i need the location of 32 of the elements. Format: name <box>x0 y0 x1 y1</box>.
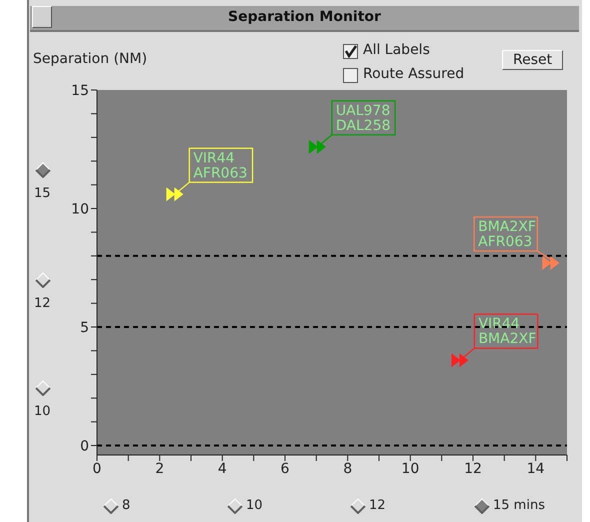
text: 8 <box>122 498 130 513</box>
y-tick-label: 15 <box>71 82 89 99</box>
x-tick-label: 4 <box>218 460 227 477</box>
x-tick-label: 14 <box>526 460 545 477</box>
point <box>166 187 184 202</box>
y-tick-label: 5 <box>80 320 89 336</box>
text: 12 <box>34 296 51 311</box>
text: 15 <box>34 186 51 201</box>
annotation: VIR44 AFR063 <box>193 150 248 182</box>
point <box>451 353 468 368</box>
text: Route Assured <box>363 66 464 82</box>
point <box>542 256 560 270</box>
annotation: VIR44 BMA2XF <box>478 316 536 348</box>
x-tick-label: 10 <box>401 460 420 477</box>
x-tick-label: 12 <box>464 460 482 477</box>
text: 15 mins <box>493 498 545 513</box>
annotation: BMA2XF AFR063 <box>478 219 536 250</box>
y-tick-label: 10 <box>71 201 89 218</box>
x-tick-label: 0 <box>92 460 102 477</box>
chart-title: Separation Monitor <box>227 9 382 25</box>
text: All Labels <box>363 42 430 58</box>
text: 10 <box>34 404 51 419</box>
y-tick-label: 0 <box>80 438 89 454</box>
y-axis-title: Separation (NM) <box>33 51 148 67</box>
text: Reset <box>502 50 564 70</box>
point <box>308 140 326 154</box>
x-tick-label: 6 <box>280 460 290 477</box>
x-tick-label: 8 <box>343 460 352 477</box>
annotation: UAL978 DAL258 <box>336 102 391 134</box>
text: 10 <box>246 498 263 513</box>
text: 12 <box>369 498 386 513</box>
x-tick-label: 2 <box>155 460 164 477</box>
